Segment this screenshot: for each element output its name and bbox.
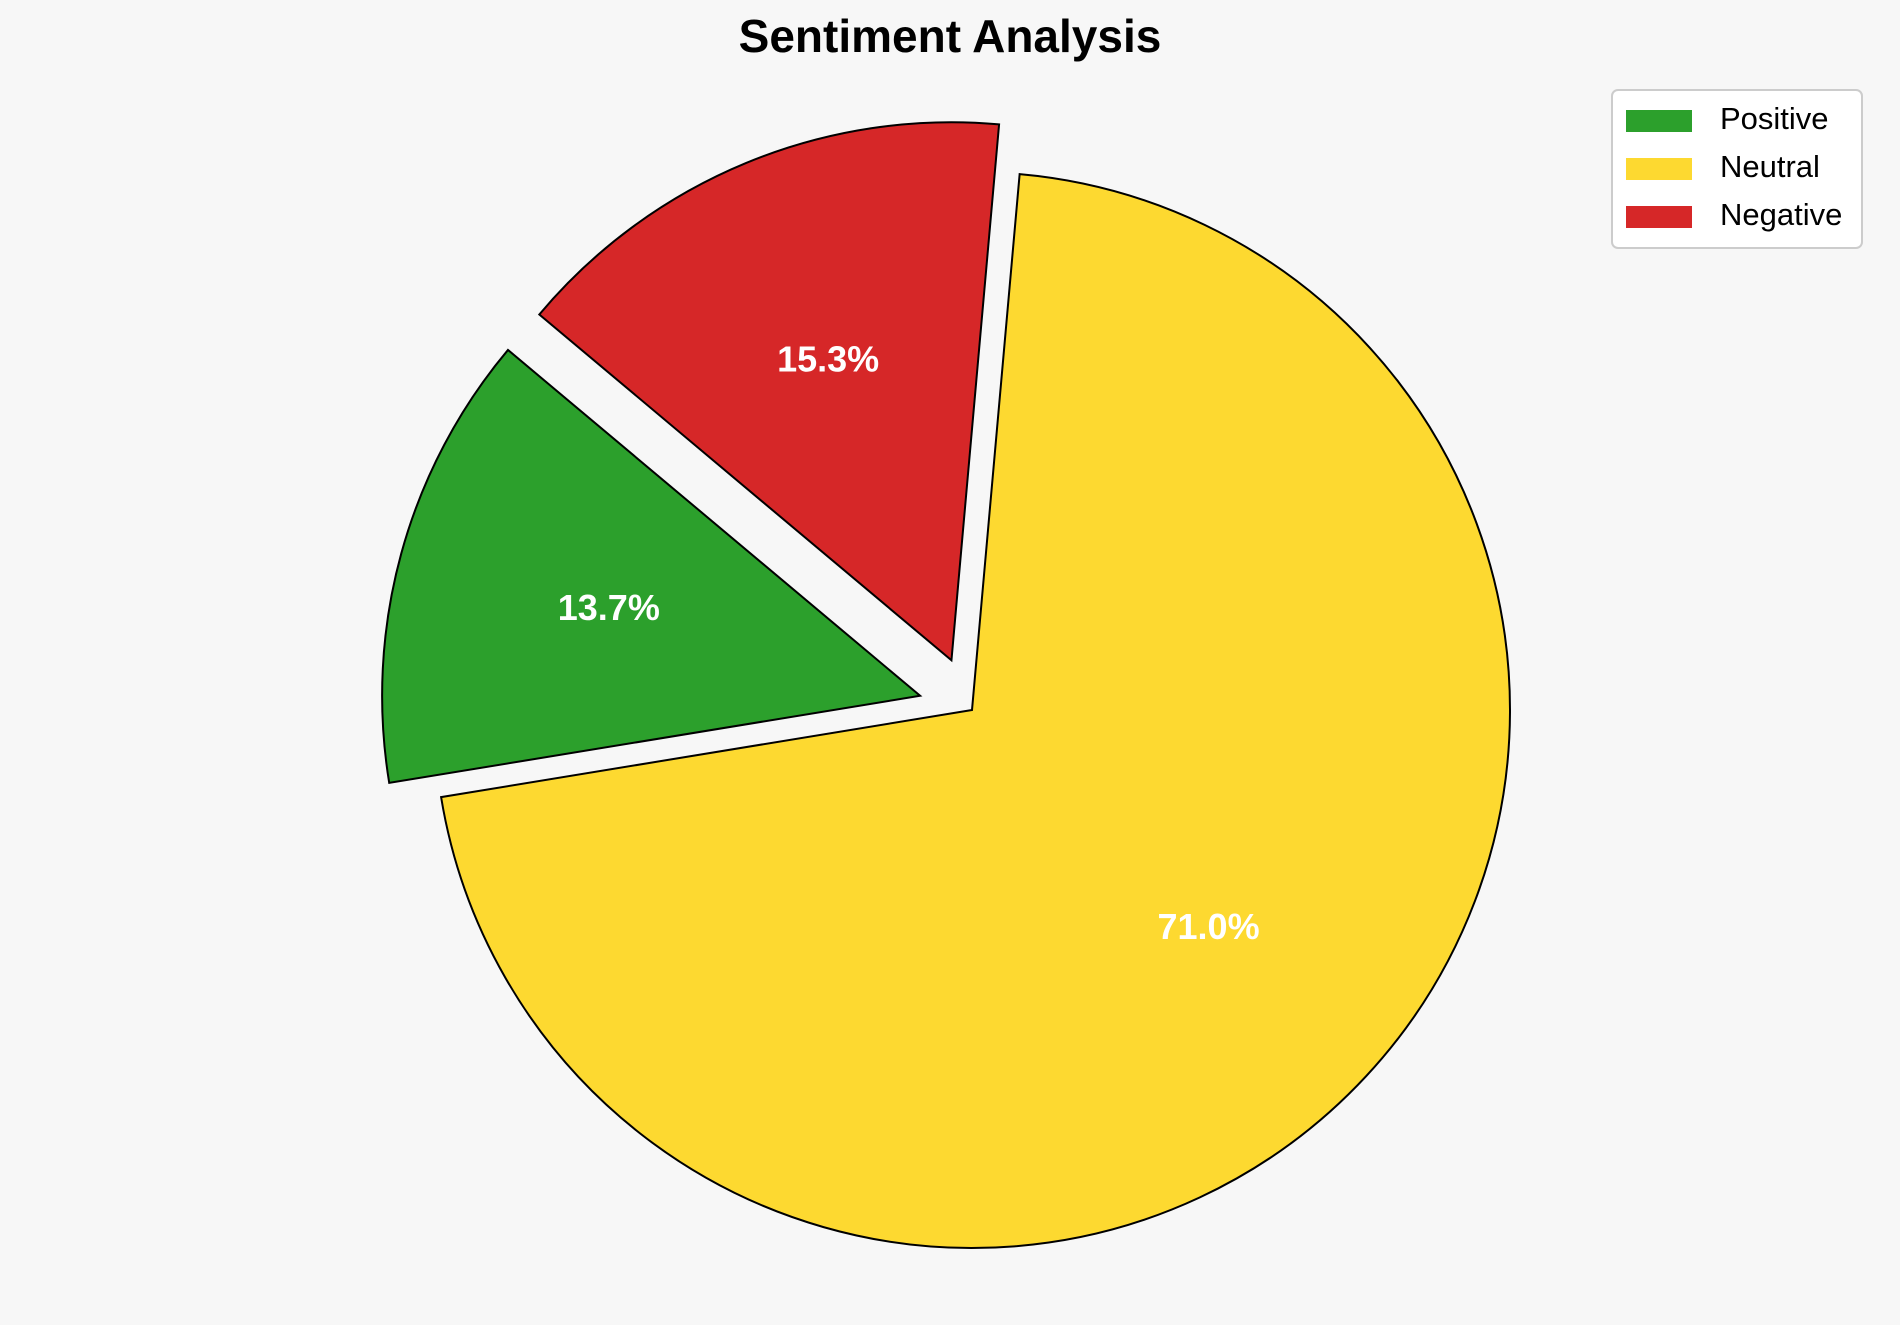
chart-title: Sentiment Analysis (739, 10, 1162, 62)
legend: Positive Neutral Negative (1611, 89, 1863, 249)
legend-label: Positive (1720, 101, 1829, 136)
legend-swatch (1626, 110, 1692, 132)
slice-label: 13.7% (558, 587, 660, 628)
legend-swatch (1626, 158, 1692, 180)
legend-swatch (1626, 206, 1692, 228)
pie-slice (439, 173, 1511, 1249)
slice-label: 15.3% (777, 338, 879, 379)
legend-label: Negative (1720, 197, 1842, 232)
pie-slice (381, 348, 923, 785)
legend-label: Neutral (1720, 149, 1820, 184)
pie-slice (537, 121, 1001, 663)
slice-label: 71.0% (1158, 906, 1260, 947)
